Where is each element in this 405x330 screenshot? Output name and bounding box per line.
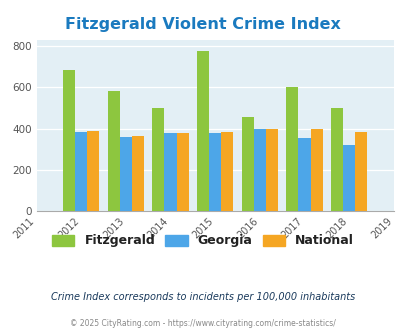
Bar xyxy=(253,129,265,211)
Bar xyxy=(286,87,298,211)
Text: © 2025 CityRating.com - https://www.cityrating.com/crime-statistics/: © 2025 CityRating.com - https://www.city… xyxy=(70,319,335,328)
Bar xyxy=(342,145,354,211)
Bar xyxy=(354,132,367,211)
Text: Crime Index corresponds to incidents per 100,000 inhabitants: Crime Index corresponds to incidents per… xyxy=(51,292,354,302)
Legend: Fitzgerald, Georgia, National: Fitzgerald, Georgia, National xyxy=(48,231,357,251)
Bar xyxy=(209,133,221,211)
Bar xyxy=(265,129,277,211)
Bar xyxy=(330,109,342,211)
Bar xyxy=(152,108,164,211)
Bar xyxy=(75,132,87,211)
Bar xyxy=(176,133,188,211)
Bar xyxy=(132,136,144,211)
Bar xyxy=(298,138,310,211)
Bar xyxy=(107,91,119,211)
Bar xyxy=(87,131,99,211)
Bar xyxy=(63,70,75,211)
Bar xyxy=(119,137,132,211)
Bar xyxy=(310,128,322,211)
Bar xyxy=(221,132,233,211)
Bar xyxy=(196,51,209,211)
Text: Fitzgerald Violent Crime Index: Fitzgerald Violent Crime Index xyxy=(65,16,340,31)
Bar xyxy=(241,117,253,211)
Bar xyxy=(164,133,176,211)
